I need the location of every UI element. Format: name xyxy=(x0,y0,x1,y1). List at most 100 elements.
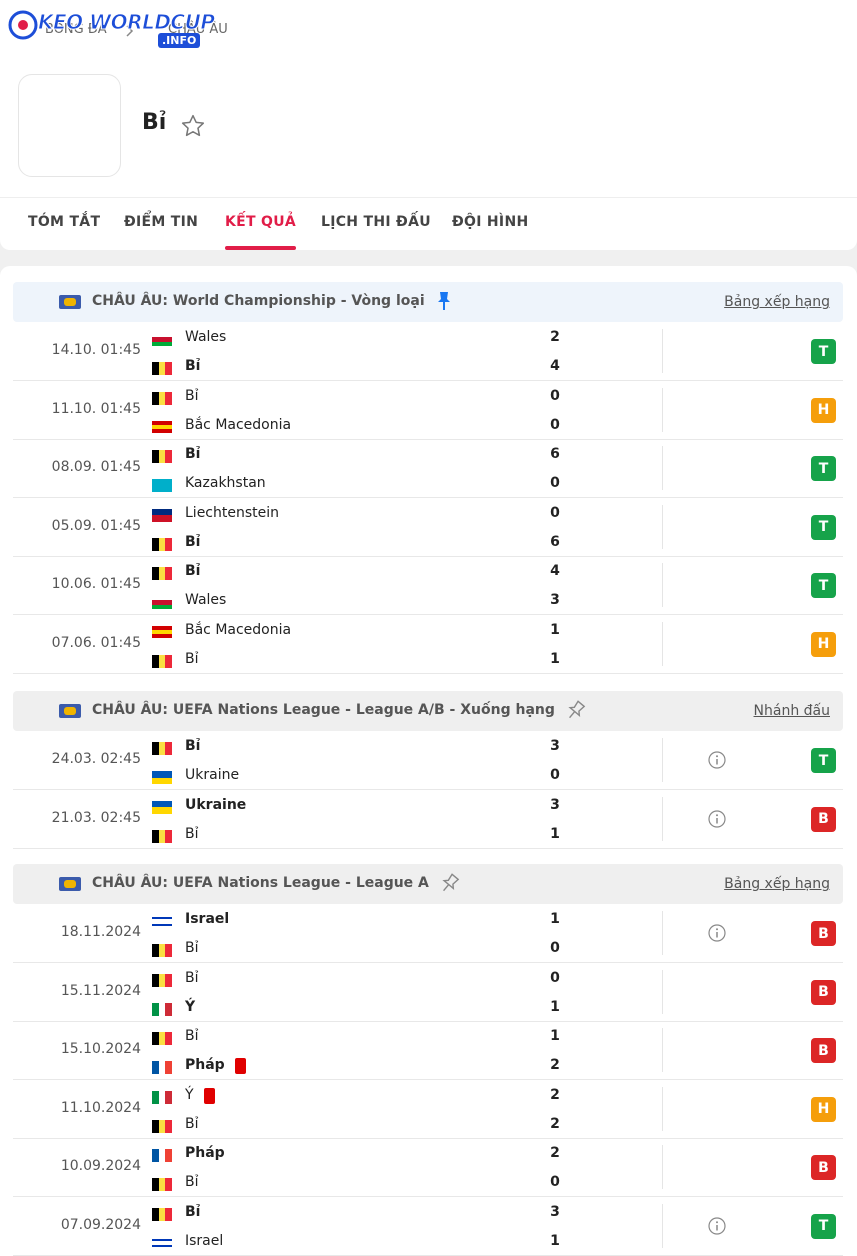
match-date: 08.09. 01:45 xyxy=(51,459,141,475)
match-row[interactable]: 08.09. 01:45 Bỉ 6 Kazakhstan 0 T xyxy=(13,439,843,498)
divider xyxy=(662,387,663,432)
flag-stripe xyxy=(158,1002,166,1016)
flag-stripe xyxy=(165,567,172,580)
flag-stripe xyxy=(152,777,172,784)
divider xyxy=(662,446,663,490)
flag-stripe xyxy=(158,362,166,375)
flag xyxy=(152,625,172,639)
flag xyxy=(152,479,172,492)
result-badge: B xyxy=(811,1038,836,1063)
flag-stripe xyxy=(158,450,166,463)
favorite-star[interactable] xyxy=(180,113,206,139)
match-row[interactable]: 10.06. 01:45 Bỉ 4 Wales 3 T xyxy=(13,556,843,615)
flag-stripe xyxy=(152,917,172,920)
flag-stripe xyxy=(152,800,172,807)
score: 2 xyxy=(550,329,560,345)
team-name: Bỉ xyxy=(185,563,201,579)
match-row[interactable]: 21.03. 02:45 Ukraine 3 Bỉ 1 B xyxy=(13,790,843,849)
region-icon-land xyxy=(64,298,76,306)
divider xyxy=(662,329,663,373)
match-row[interactable]: 15.10.2024 Bỉ 1 Pháp 2 B xyxy=(13,1021,843,1080)
match-row[interactable]: 15.11.2024 Bỉ 0 Ý 1 B xyxy=(13,963,843,1022)
flag-stripe xyxy=(152,1245,172,1248)
pin[interactable] xyxy=(439,872,461,898)
flag-stripe xyxy=(152,485,172,492)
score: 2 xyxy=(550,1115,560,1132)
match-row[interactable]: 14.10. 01:45 Wales 2 Bỉ 4 T xyxy=(13,322,843,381)
flag-stripe xyxy=(158,1207,166,1221)
flag-stripe xyxy=(158,654,166,668)
competition-link[interactable]: Bảng xếp hạng xyxy=(724,294,830,310)
match-row[interactable]: 05.09. 01:45 Liechtenstein 0 Bỉ 6 T xyxy=(13,498,843,557)
results: CHÂU ÂU: World Championship - Vòng loại B… xyxy=(0,266,857,1256)
flag-stripe xyxy=(165,944,172,957)
match-row[interactable]: 18.11.2024 Israel 1 Bỉ 0 B xyxy=(13,904,843,963)
flag-stripe xyxy=(165,973,172,987)
breadcrumb[interactable]: BÓNG ĐÁ xyxy=(45,22,107,37)
tab[interactable]: TÓM TẮT xyxy=(28,214,101,230)
flag-stripe xyxy=(152,923,172,926)
score: 6 xyxy=(550,533,560,550)
flag-stripe xyxy=(158,973,166,987)
flag xyxy=(152,1236,172,1250)
match-row[interactable]: 11.10. 01:45 Bỉ 0 Bắc Macedonia 0 H xyxy=(13,381,843,440)
flag-stripe xyxy=(152,944,159,957)
match-date: 11.10.2024 xyxy=(60,1099,141,1116)
competition-link[interactable]: Bảng xếp hạng xyxy=(724,876,830,892)
match-row[interactable]: 11.10.2024 Ý 2 Bỉ 2 H xyxy=(13,1080,843,1139)
flag-stripe xyxy=(152,604,172,609)
flag-stripe xyxy=(152,479,172,486)
info-icon[interactable] xyxy=(708,809,726,832)
result-badge: T xyxy=(811,456,836,481)
logo-ball xyxy=(8,10,38,40)
match-date: 18.11.2024 xyxy=(60,924,141,940)
region-icon xyxy=(59,877,81,891)
info-icon[interactable] xyxy=(708,924,726,946)
flag-stripe xyxy=(152,829,159,843)
pin[interactable] xyxy=(565,699,587,725)
flag-stripe xyxy=(152,508,172,515)
flag xyxy=(152,450,172,463)
flag-stripe xyxy=(152,1002,159,1016)
score: 1 xyxy=(550,825,560,842)
match-date: 14.10. 01:45 xyxy=(51,342,141,358)
team-name: Bỉ xyxy=(185,446,201,462)
divider xyxy=(662,504,663,549)
flag-stripe xyxy=(165,362,172,375)
team-name: Bỉ xyxy=(185,969,199,986)
tab[interactable]: ĐỘI HÌNH xyxy=(452,214,529,230)
competition-link[interactable]: Nhánh đấu xyxy=(753,703,830,719)
flag-stripe xyxy=(158,391,166,405)
flag-stripe xyxy=(158,829,166,843)
match-row[interactable]: 07.06. 01:45 Bắc Macedonia 1 Bỉ 1 H xyxy=(13,615,843,674)
score: 0 xyxy=(550,475,560,491)
match-row[interactable]: 10.09.2024 Pháp 2 Bỉ 0 B xyxy=(13,1138,843,1197)
match-date: 11.10. 01:45 xyxy=(51,400,141,417)
team-header: BÓNG ĐÁ CHÂU ÂU KEO WORLDCUP .INFO Bỉ TÓ… xyxy=(0,0,857,250)
flag-stripe xyxy=(152,807,172,814)
result-badge: B xyxy=(811,1155,836,1180)
flag-stripe xyxy=(158,1090,166,1104)
result-badge: T xyxy=(811,339,836,364)
result-badge: H xyxy=(811,1096,836,1122)
flag-stripe xyxy=(152,515,172,522)
divider xyxy=(662,1028,663,1072)
info-icon[interactable] xyxy=(708,751,726,773)
team-name: Bỉ xyxy=(185,358,201,374)
team-flag-box xyxy=(18,74,121,177)
tab[interactable]: LỊCH THI ĐẤU xyxy=(321,214,431,230)
divider xyxy=(662,1086,663,1131)
score: 2 xyxy=(550,1057,560,1073)
match-row[interactable]: 07.09.2024 Bỉ 3 Israel 1 T xyxy=(13,1197,843,1256)
flag-stripe xyxy=(152,596,172,601)
pin[interactable] xyxy=(435,290,453,316)
flag-stripe xyxy=(152,1207,159,1221)
result-badge: T xyxy=(811,748,836,773)
tab-underline xyxy=(225,246,296,250)
info-icon[interactable] xyxy=(708,1216,726,1239)
match-row[interactable]: 24.03. 02:45 Bỉ 3 Ukraine 0 T xyxy=(13,731,843,790)
score: 0 xyxy=(550,767,560,783)
tab[interactable]: ĐIỂM TIN xyxy=(124,214,199,230)
tab[interactable]: KẾT QUẢ xyxy=(225,214,297,230)
